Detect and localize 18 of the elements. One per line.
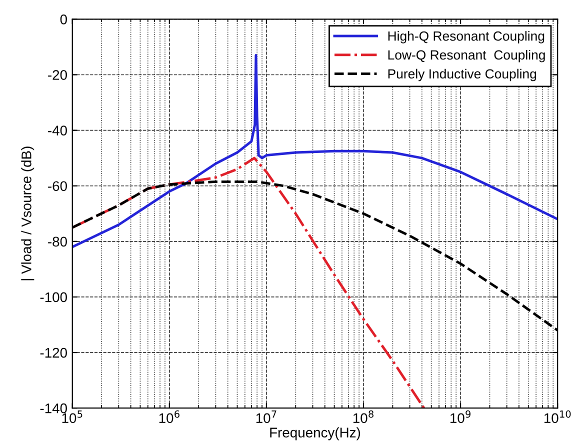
x-axis-title: Frequency(Hz) <box>270 427 360 440</box>
y-tick-label: -120 <box>40 348 67 358</box>
legend-label: High-Q Resonant Coupling <box>388 31 544 44</box>
y-axis-title: | Vload / Vsource (dB) <box>21 146 34 280</box>
y-tick-label: -100 <box>40 292 67 302</box>
y-tick-label: -60 <box>48 181 67 192</box>
y-tick-label: -140 <box>40 403 67 414</box>
y-tick-label: -40 <box>48 126 67 136</box>
legend-label: Low-Q Resonant Coupling <box>388 50 545 62</box>
legend-label: Purely Inductive Coupling <box>388 68 536 82</box>
x-tick-label: 10$^{9}$ <box>450 410 471 424</box>
y-tick-label: -20 <box>48 70 67 80</box>
x-tick-label: 10$^{10}$ <box>544 410 571 424</box>
y-tick-label: -80 <box>48 236 67 247</box>
x-tick-label: 10$^{6}$ <box>159 410 180 424</box>
x-tick-label: 10$^{7}$ <box>256 410 276 424</box>
y-tick-label: 0 <box>60 14 67 24</box>
x-tick-label: 10$^{8}$ <box>353 410 374 424</box>
